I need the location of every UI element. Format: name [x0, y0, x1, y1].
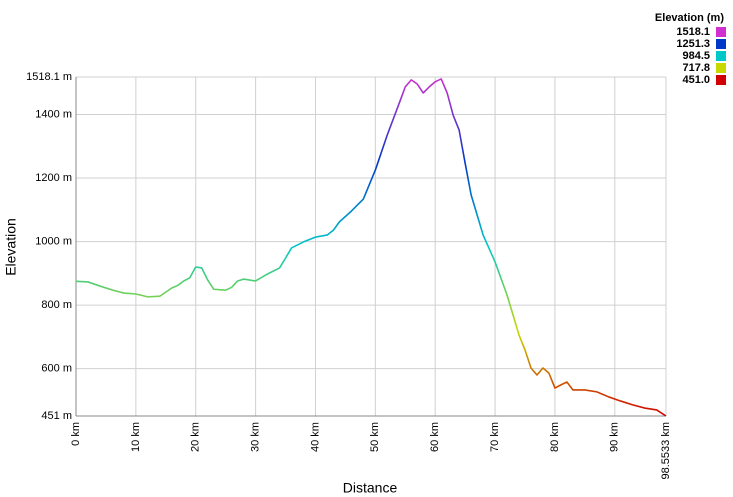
y-tick-label: 1400 m: [35, 108, 72, 120]
x-axis-title: Distance: [343, 480, 398, 496]
y-tick-label: 1518.1 m: [26, 71, 72, 83]
elevation-line: [75, 78, 667, 417]
legend-label: 717.8: [682, 62, 710, 74]
legend-title: Elevation (m): [655, 12, 724, 24]
legend-swatch: [716, 75, 726, 85]
y-tick-label: 600 m: [41, 363, 72, 375]
x-tick-label: 70 km: [489, 422, 501, 452]
y-axis-title: Elevation: [3, 218, 19, 276]
y-tick-label: 1000 m: [35, 235, 72, 247]
legend-label: 1518.1: [676, 26, 710, 38]
legend-swatch: [716, 51, 726, 61]
x-tick-label: 40 km: [309, 422, 321, 452]
legend-swatch: [716, 39, 726, 49]
x-tick-label: 98.5533 km: [660, 422, 672, 479]
x-tick-label: 0 km: [70, 422, 82, 446]
x-tick-label: 30 km: [250, 422, 262, 452]
legend-swatch: [716, 63, 726, 73]
legend-label: 1251.3: [676, 38, 710, 50]
legend-label: 984.5: [682, 50, 710, 62]
x-tick-label: 60 km: [429, 422, 441, 452]
x-tick-label: 20 km: [190, 422, 202, 452]
y-tick-label: 1200 m: [35, 172, 72, 184]
legend-swatch: [716, 27, 726, 37]
x-tick-label: 10 km: [130, 422, 142, 452]
x-tick-label: 90 km: [609, 422, 621, 452]
legend-label: 451.0: [682, 74, 710, 86]
y-tick-label: 451 m: [41, 410, 72, 422]
y-tick-label: 800 m: [41, 299, 72, 311]
x-tick-label: 50 km: [369, 422, 381, 452]
x-tick-label: 80 km: [549, 422, 561, 452]
